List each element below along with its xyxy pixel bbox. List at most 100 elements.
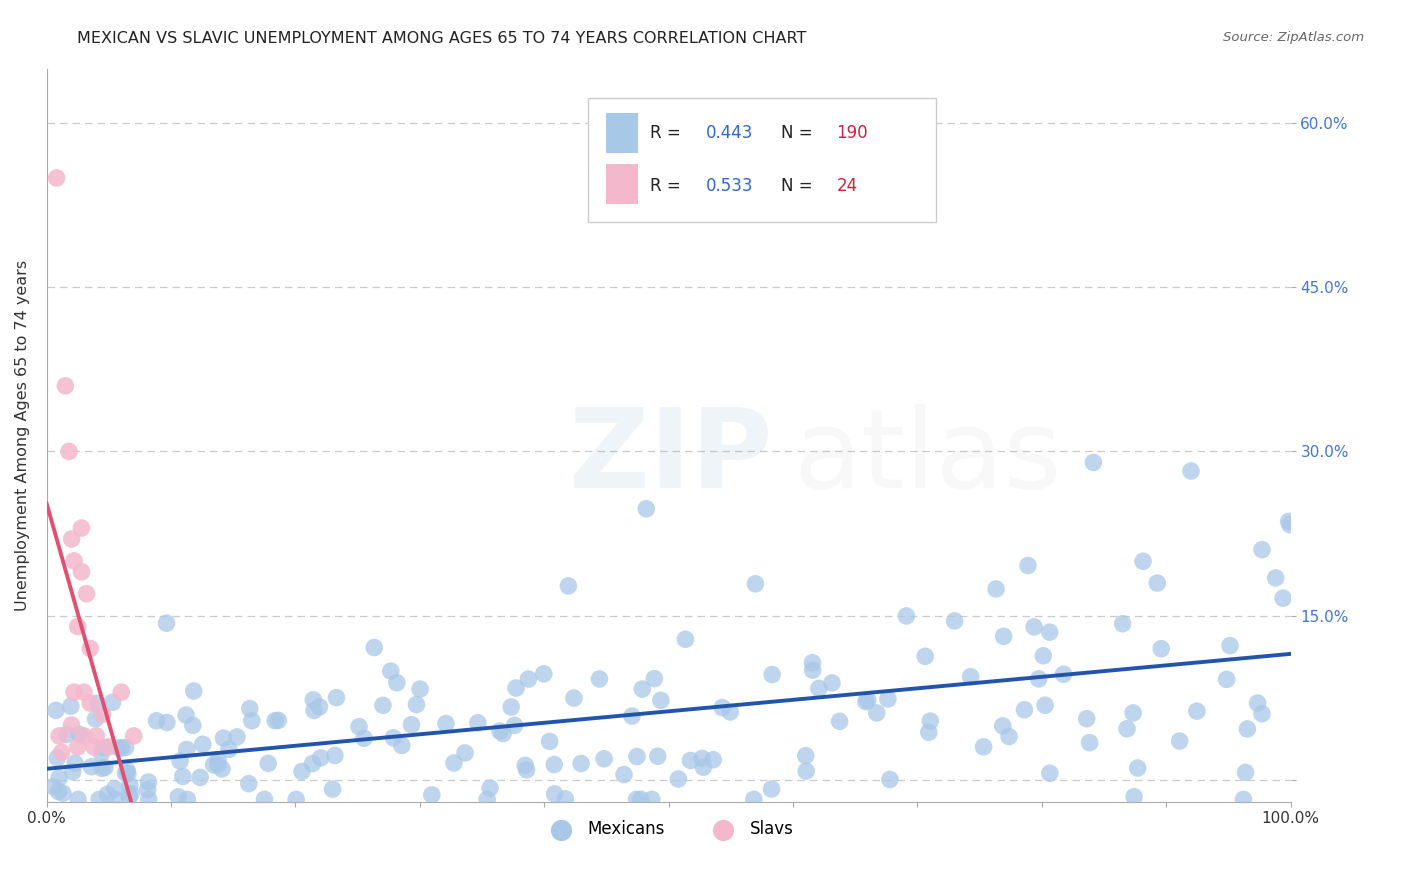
Point bbox=[138, 792, 160, 806]
Point bbox=[477, 792, 499, 806]
Text: 24: 24 bbox=[837, 177, 858, 194]
Point bbox=[666, 772, 689, 786]
Point bbox=[122, 729, 145, 743]
Point bbox=[371, 698, 394, 713]
Point bbox=[533, 666, 555, 681]
Point bbox=[63, 685, 86, 699]
Point bbox=[45, 703, 67, 717]
Point bbox=[240, 714, 263, 728]
Point bbox=[1168, 734, 1191, 748]
Point bbox=[761, 782, 783, 797]
Point bbox=[90, 746, 112, 760]
Point bbox=[801, 656, 824, 670]
Point bbox=[117, 766, 139, 780]
Point bbox=[503, 718, 526, 732]
Point bbox=[641, 792, 664, 806]
Point bbox=[391, 739, 413, 753]
Point bbox=[285, 792, 308, 806]
Point bbox=[1132, 554, 1154, 568]
Point bbox=[118, 789, 141, 804]
Point bbox=[443, 756, 465, 770]
Point bbox=[1033, 698, 1056, 713]
Point bbox=[467, 715, 489, 730]
Point bbox=[1078, 736, 1101, 750]
Point bbox=[309, 751, 332, 765]
Point bbox=[856, 693, 879, 707]
Point bbox=[513, 758, 536, 772]
Point bbox=[322, 782, 344, 797]
Point bbox=[620, 709, 643, 723]
Point bbox=[202, 757, 225, 772]
Point bbox=[212, 731, 235, 745]
FancyBboxPatch shape bbox=[606, 164, 637, 204]
Point bbox=[557, 579, 579, 593]
Point bbox=[207, 753, 229, 767]
Point bbox=[239, 701, 262, 715]
Point bbox=[1236, 722, 1258, 736]
Point bbox=[308, 699, 330, 714]
Point bbox=[562, 691, 585, 706]
Point bbox=[1185, 704, 1208, 718]
Point bbox=[984, 582, 1007, 596]
Point bbox=[69, 727, 91, 741]
Point bbox=[866, 706, 889, 720]
Point bbox=[183, 684, 205, 698]
Point bbox=[920, 714, 942, 728]
Point bbox=[744, 576, 766, 591]
Text: atlas: atlas bbox=[793, 403, 1062, 510]
Point bbox=[1014, 703, 1036, 717]
Point bbox=[176, 792, 198, 806]
Point bbox=[516, 763, 538, 777]
Text: ZIP: ZIP bbox=[569, 403, 772, 510]
Point bbox=[70, 565, 93, 579]
Point bbox=[63, 554, 86, 568]
Point bbox=[48, 729, 70, 743]
Point bbox=[1032, 648, 1054, 663]
Point bbox=[918, 725, 941, 739]
Point bbox=[110, 685, 132, 699]
Point bbox=[630, 792, 652, 806]
Point bbox=[191, 737, 214, 751]
Point bbox=[172, 769, 194, 783]
Point bbox=[94, 760, 117, 774]
Point bbox=[114, 766, 136, 780]
Point bbox=[401, 717, 423, 731]
Point bbox=[588, 672, 610, 686]
Point bbox=[110, 741, 132, 756]
Point bbox=[1146, 576, 1168, 591]
Text: N =: N = bbox=[780, 124, 817, 142]
Point bbox=[501, 700, 523, 714]
Point bbox=[51, 745, 73, 759]
Point bbox=[211, 762, 233, 776]
Point bbox=[87, 792, 110, 806]
Point bbox=[1126, 761, 1149, 775]
Point bbox=[679, 754, 702, 768]
Point bbox=[1076, 712, 1098, 726]
Legend: Mexicans, Slavs: Mexicans, Slavs bbox=[537, 814, 800, 845]
Point bbox=[943, 614, 966, 628]
Point bbox=[93, 740, 115, 755]
Point bbox=[807, 681, 830, 696]
Point bbox=[643, 672, 665, 686]
Point bbox=[86, 729, 108, 743]
Point bbox=[692, 760, 714, 774]
Point bbox=[631, 681, 654, 696]
Point bbox=[434, 716, 457, 731]
Point bbox=[1017, 558, 1039, 573]
Point bbox=[66, 739, 89, 754]
Point bbox=[53, 379, 76, 393]
Point bbox=[104, 792, 127, 806]
Point bbox=[104, 781, 127, 796]
FancyBboxPatch shape bbox=[606, 112, 637, 153]
Point bbox=[79, 641, 101, 656]
Point bbox=[267, 714, 290, 728]
Point bbox=[120, 787, 142, 801]
Point bbox=[174, 708, 197, 723]
Point bbox=[101, 695, 124, 709]
Point bbox=[1123, 789, 1146, 804]
Text: 0.533: 0.533 bbox=[706, 177, 754, 194]
Point bbox=[569, 756, 592, 771]
Point bbox=[136, 782, 159, 797]
Point bbox=[1150, 641, 1173, 656]
Point bbox=[876, 692, 898, 706]
